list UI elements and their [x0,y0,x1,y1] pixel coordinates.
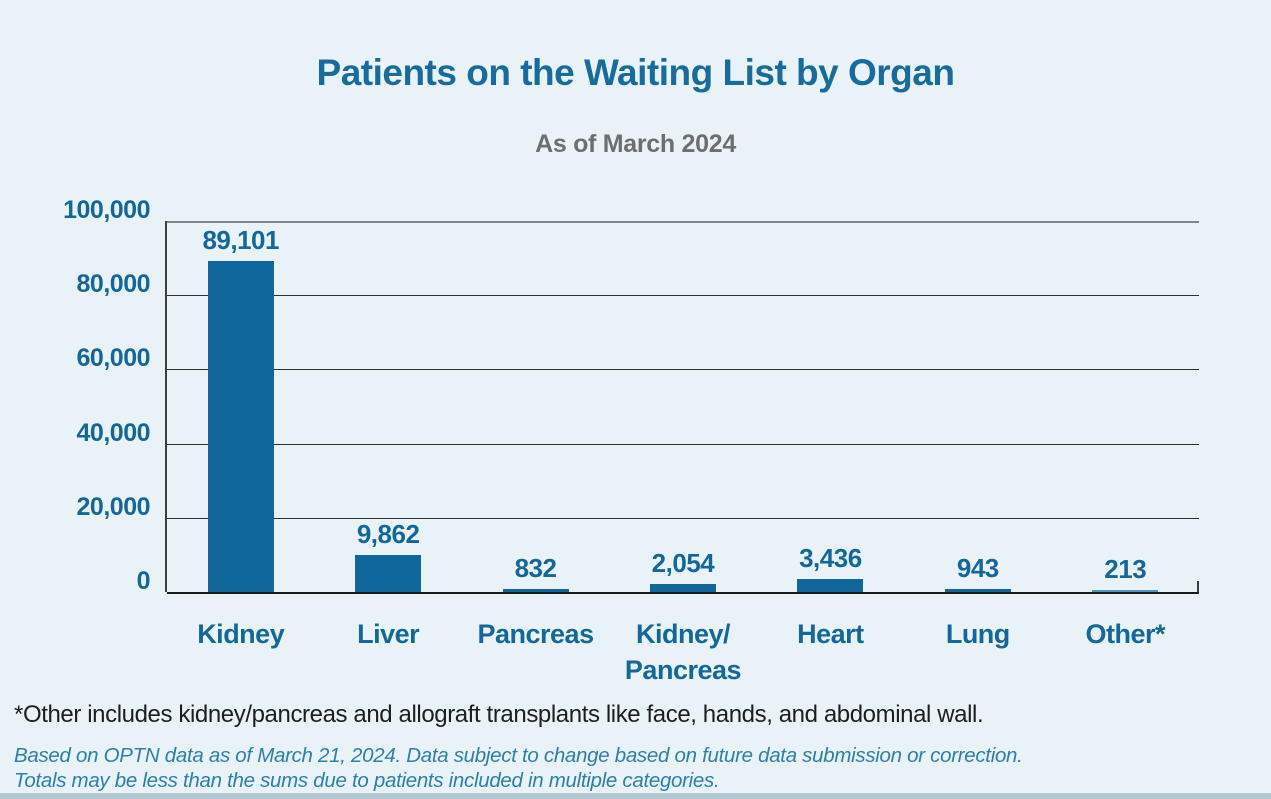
plot-area: 89,101 Kidney 9,862 Liver 832 Pancreas 2,054 Ki… [165,221,1199,685]
y-tick-label: 100,000 [63,196,150,224]
category-label-line: Heart [797,619,864,649]
bar-cell-heart: 3,436 Heart [757,221,904,649]
value-label: 2,054 [651,548,715,579]
gridline [167,221,1199,223]
y-tick-label: 0 [136,567,151,595]
bar [797,579,864,592]
y-tick-label: 20,000 [76,492,151,521]
axis-end-tick [1197,581,1199,592]
category-label-line: Liver [357,619,420,649]
value-label: 943 [956,552,999,583]
category-label: Lung [946,616,1010,652]
value-label: 832 [514,552,557,583]
category-label: Kidney [197,616,285,652]
category-label-line: Kidney [197,619,285,649]
gridline [167,295,1199,297]
bar [207,261,274,592]
chart-title: Patients on the Waiting List by Organ [316,52,955,93]
chart-subtitle: As of March 2024 [535,130,736,158]
category-label-line: Other* [1085,619,1165,649]
value-label: 3,436 [799,543,862,574]
value-label: 89,101 [202,225,279,256]
bar-cell-kidney: 89,101 Kidney [167,221,314,649]
category-label-line: Lung [945,619,1010,649]
gridline [167,517,1199,519]
gridline [167,443,1199,445]
value-label: 213 [1104,554,1147,584]
bar-cell-pancreas: 832 Pancreas [462,221,609,649]
bar [355,555,422,592]
y-axis-labels: 100,000 80,000 60,000 40,000 20,000 0 [0,196,151,595]
category-label: Kidney/Pancreas [624,616,742,688]
footnote-source-line1: Based on OPTN data as of March 21, 2024.… [14,744,1023,767]
bar-cell-liver: 9,862 Liver [314,221,461,649]
category-label: Liver [357,616,420,652]
footnote-source: Based on OPTN data as of March 21, 2024.… [14,743,1264,793]
footnote-asterisk: *Other includes kidney/pancreas and allo… [14,701,984,728]
category-label-line: Kidney/ [635,619,731,649]
bar [502,588,569,592]
gridline [167,369,1199,371]
bar [1092,590,1159,592]
category-label: Other* [1085,616,1165,652]
bottom-strip [0,793,1271,799]
category-label-line: Pancreas [624,655,742,685]
category-label: Pancreas [477,616,595,652]
bar-cell-lung: 943 Lung [904,221,1051,649]
y-tick-label: 60,000 [76,344,151,373]
bars-row: 89,101 Kidney 9,862 Liver 832 Pancreas 2,054 Ki… [167,221,1199,685]
y-tick-label: 80,000 [76,270,151,299]
bar-cell-kidney-pancreas: 2,054 Kidney/Pancreas [609,221,756,685]
bar-cell-other-: 213 Other* [1052,221,1199,649]
y-tick-label: 40,000 [76,418,151,447]
category-label: Heart [797,616,864,652]
value-label: 9,862 [356,519,420,550]
bar [944,588,1011,592]
category-label-line: Pancreas [477,619,595,649]
footnote-source-line2: Totals may be less than the sums due to … [14,769,720,792]
x-axis-line [167,592,1199,594]
bar [649,584,716,592]
